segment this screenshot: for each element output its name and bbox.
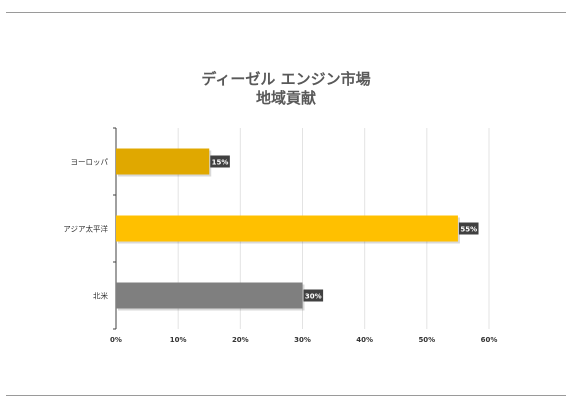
data-label-box <box>210 155 230 168</box>
chart-title-line-1: ディーゼル エンジン市場 <box>201 70 371 88</box>
bar-3 <box>116 282 303 309</box>
x-tick-label: 10% <box>170 336 187 344</box>
x-tick-label: 20% <box>232 336 249 344</box>
category-label: ヨーロッパ <box>71 158 109 167</box>
chart-title: ディーゼル エンジン市場 地域貢献 <box>0 70 572 108</box>
data-label: 15% <box>212 159 229 167</box>
bottom-divider <box>6 395 566 396</box>
data-label-box <box>458 222 479 235</box>
bar-1 <box>116 148 210 175</box>
x-tick-label: 0% <box>110 336 122 344</box>
x-tick-label: 60% <box>481 336 498 344</box>
data-label: 30% <box>305 293 322 301</box>
data-label-box <box>303 289 324 302</box>
x-tick-label: 40% <box>356 336 373 344</box>
data-label: 55% <box>460 226 477 234</box>
category-label: 北米 <box>93 291 108 301</box>
chart-title-line-2: 地域貢献 <box>255 89 316 107</box>
bar-2 <box>116 215 458 242</box>
x-tick-label: 30% <box>294 336 311 344</box>
x-tick-label: 50% <box>418 336 435 344</box>
category-label: アジア太平洋 <box>63 224 108 234</box>
top-divider <box>6 12 566 13</box>
